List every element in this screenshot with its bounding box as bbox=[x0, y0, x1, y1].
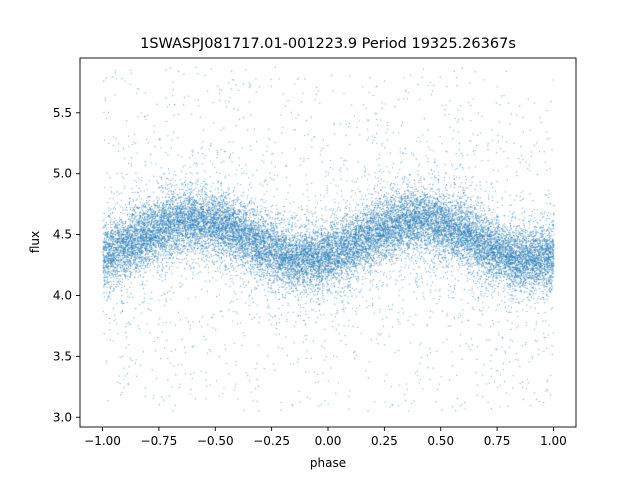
x-tick-label: −0.75 bbox=[141, 434, 178, 448]
y-tick-label: 5.0 bbox=[53, 167, 72, 181]
x-axis-label: phase bbox=[310, 456, 346, 470]
y-tick-label: 5.5 bbox=[53, 106, 72, 120]
y-axis-label: flux bbox=[28, 231, 42, 253]
x-tick-label: 0.75 bbox=[484, 434, 511, 448]
chart-title: 1SWASPJ081717.01-001223.9 Period 19325.2… bbox=[140, 36, 516, 52]
x-tick-label: 0.25 bbox=[371, 434, 398, 448]
x-tick-label: 1.00 bbox=[540, 434, 567, 448]
x-tick-label: 0.00 bbox=[315, 434, 342, 448]
x-tick-label: −0.50 bbox=[197, 434, 234, 448]
y-tick-label: 4.5 bbox=[53, 228, 72, 242]
y-tick-label: 3.5 bbox=[53, 349, 72, 363]
x-tick-label: −0.25 bbox=[253, 434, 290, 448]
x-tick-label: −1.00 bbox=[84, 434, 121, 448]
x-tick-label: 0.50 bbox=[427, 434, 454, 448]
axes: −1.00 −0.75 −0.50 −0.25 0.00 0.25 0.50 0.75 1.00… bbox=[53, 57, 577, 448]
y-tick-label: 4.0 bbox=[53, 288, 72, 302]
y-tick-label: 3.0 bbox=[53, 410, 72, 424]
